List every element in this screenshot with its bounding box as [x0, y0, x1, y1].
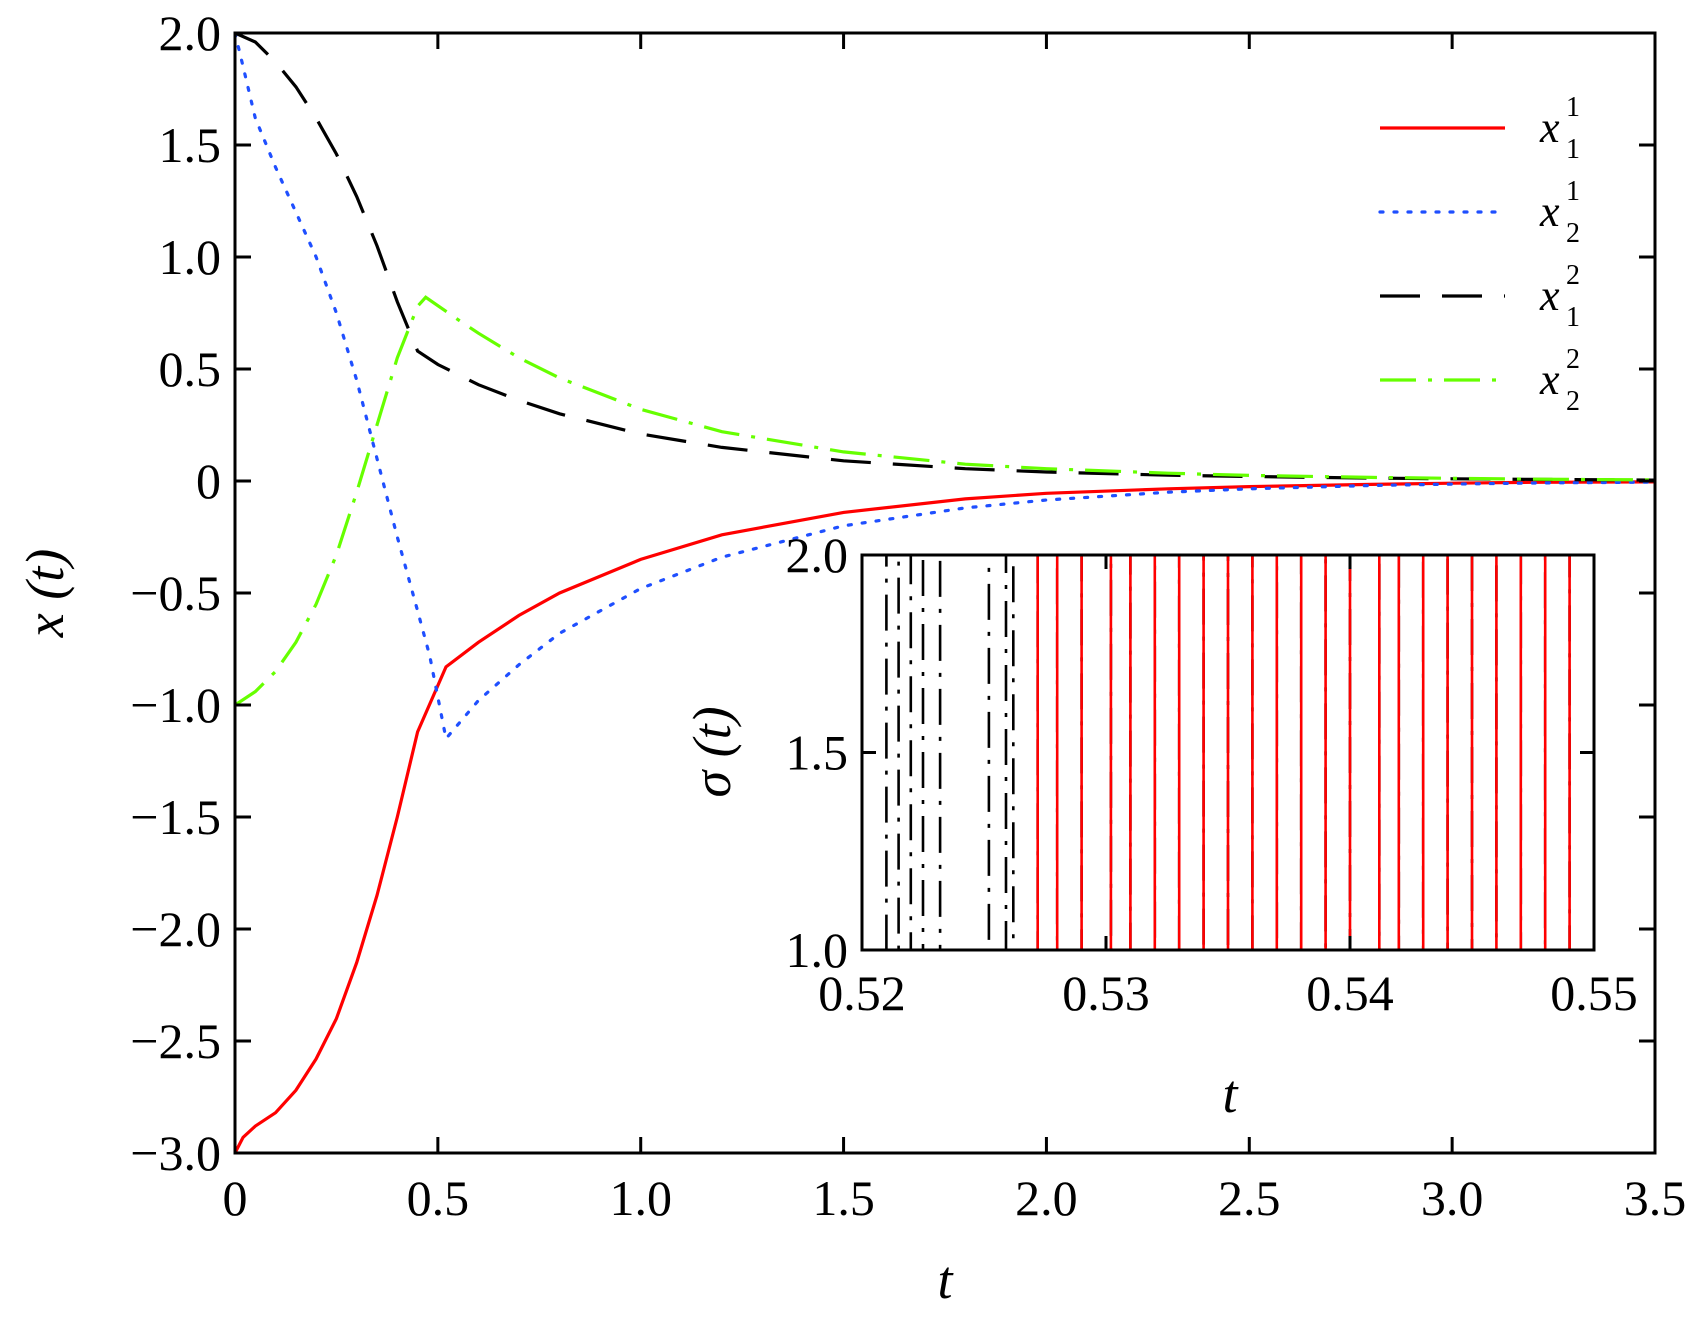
main-y-tick-label: −1.5 — [130, 789, 221, 845]
main-y-axis-label: x (t) — [15, 549, 75, 638]
main-y-tick-label: 0 — [196, 453, 221, 509]
main-y-tick-label: −0.5 — [130, 565, 221, 621]
legend-entry-subscript: 1 — [1566, 134, 1580, 165]
legend-entry-superscript: 2 — [1566, 344, 1580, 375]
main-y-tick-label: 2.0 — [159, 5, 222, 61]
inset-x-tick-label: 0.54 — [1306, 965, 1394, 1021]
main-y-tick-label: −2.5 — [130, 1013, 221, 1069]
main-y-tick-label: 1.5 — [159, 117, 222, 173]
main-chart: 0 0.5 1.0 1.5 2.0 2.5 3.0 3.5 −3.0−2.5−2.0−1.5−… — [15, 5, 1686, 1310]
main-y-tick-label: −1.0 — [130, 677, 221, 733]
main-x-axis: 0 0.5 1.0 1.5 2.0 2.5 3.0 3.5 — [223, 33, 1687, 1226]
inset-y-tick-label: 1.0 — [786, 922, 849, 978]
inset-x-axis: 0.52 0.53 0.54 0.55 — [818, 555, 1638, 1021]
main-y-tick-label: 1.0 — [159, 229, 222, 285]
inset-x-tick-label: 0.53 — [1062, 965, 1150, 1021]
legend-entry-base: x — [1539, 187, 1560, 236]
main-x-tick-label: 2.0 — [1015, 1170, 1078, 1226]
legend-entry-base: x — [1539, 271, 1560, 320]
inset-y-axis: 1.0 1.5 2.0 — [786, 527, 1594, 978]
legend: x 1 1x 1 2x 2 1x 2 2 — [1378, 92, 1580, 417]
main-x-tick-label: 1.0 — [609, 1170, 672, 1226]
legend-entry-base: x — [1539, 355, 1560, 404]
inset-y-tick-label: 2.0 — [786, 527, 849, 583]
main-series-line-4 — [235, 295, 1655, 707]
legend-entry-superscript: 1 — [1566, 92, 1580, 123]
main-series-line-2 — [235, 33, 1655, 743]
legend-entry-subscript: 2 — [1566, 386, 1580, 417]
main-y-tick-label: −2.0 — [130, 901, 221, 957]
main-x-tick-label: 0.5 — [407, 1170, 470, 1226]
main-x-tick-label: 3.0 — [1421, 1170, 1484, 1226]
inset-x-axis-label: t — [1222, 1064, 1239, 1124]
main-x-tick-label: 1.5 — [812, 1170, 875, 1226]
inset-y-tick-label: 1.5 — [786, 725, 849, 781]
inset-series-line-2 — [862, 555, 1594, 950]
legend-entry-base: x — [1539, 103, 1560, 152]
main-series-layer — [235, 33, 1655, 1153]
main-y-axis: −3.0 −2.5 −2.0 −1.5 −1.0 −0.5 0 0.5 1.0 1.5 2.0 — [130, 5, 1655, 1181]
inset-series-layer — [862, 555, 1594, 950]
legend-entry-superscript: 1 — [1566, 176, 1580, 207]
main-x-tick-label: 2.5 — [1218, 1170, 1281, 1226]
inset-y-axis-label: σ (t) — [682, 706, 742, 797]
main-series-line-1 — [235, 480, 1655, 1153]
inset-chart: 0.52 0.53 0.54 0.55 1.0 1.5 2.0 t σ (t) — [682, 527, 1638, 1124]
legend-entry-superscript: 2 — [1566, 260, 1580, 291]
main-y-tick-label: 0.5 — [159, 341, 222, 397]
legend-entry-subscript: 1 — [1566, 302, 1580, 333]
main-x-tick-label: 3.5 — [1624, 1170, 1687, 1226]
inset-x-tick-label: 0.52 — [818, 965, 906, 1021]
main-y-tick-label: −3.0 — [130, 1125, 221, 1181]
main-x-tick-label: 0 — [223, 1170, 248, 1226]
inset-x-tick-label: 0.55 — [1550, 965, 1638, 1021]
legend-entry-subscript: 2 — [1566, 218, 1580, 249]
main-x-axis-label: t — [937, 1250, 954, 1310]
